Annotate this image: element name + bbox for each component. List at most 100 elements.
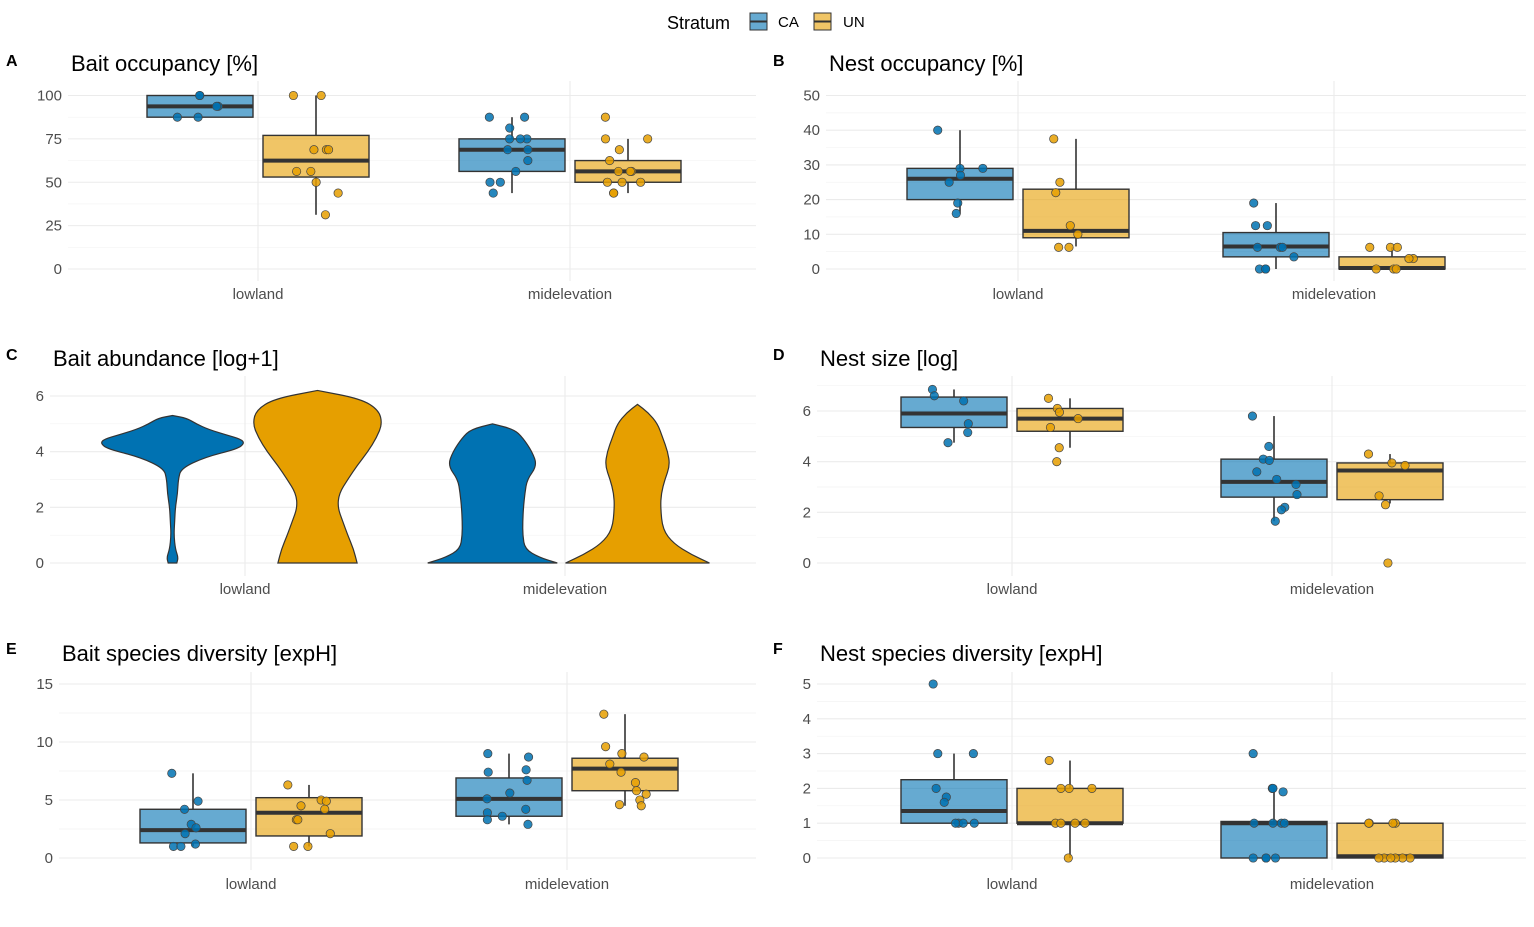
point-un-midelevation	[617, 749, 627, 759]
point-un-lowland	[1065, 221, 1075, 231]
violin-ca-midelevation	[427, 423, 558, 564]
y-tick-label: 25	[45, 218, 62, 235]
box-ca-midelevation	[458, 138, 566, 173]
point-ca-midelevation	[1292, 490, 1302, 500]
point-ca-lowland	[953, 198, 963, 208]
point-un-lowland	[320, 804, 330, 814]
point-un-midelevation	[643, 134, 653, 144]
point-un-lowland	[1056, 818, 1066, 828]
point-ca-midelevation	[495, 177, 505, 187]
point-un-midelevation	[1391, 264, 1401, 274]
x-tick-label: midelevation	[1290, 876, 1374, 893]
point-ca-midelevation	[1264, 455, 1274, 465]
y-tick-label: 10	[36, 734, 53, 751]
point-un-midelevation	[599, 709, 609, 719]
point-un-lowland	[289, 841, 299, 851]
point-ca-midelevation	[497, 811, 507, 821]
panel-title: Nest occupancy [%]	[829, 51, 1023, 76]
point-ca-midelevation	[482, 794, 492, 804]
point-un-lowland	[296, 801, 306, 811]
point-ca-midelevation	[1279, 818, 1290, 828]
point-ca-midelevation	[482, 815, 492, 825]
point-ca-midelevation	[1248, 749, 1258, 759]
violin-ca-lowland	[101, 414, 244, 564]
y-tick-label: 4	[36, 444, 44, 461]
point-ca-midelevation	[1249, 818, 1259, 828]
point-ca-midelevation	[520, 112, 530, 122]
y-tick-label: 6	[36, 388, 44, 405]
point-ca-midelevation	[1289, 252, 1299, 262]
x-tick-label: midelevation	[523, 581, 607, 598]
point-un-midelevation	[1363, 449, 1374, 459]
point-ca-midelevation	[488, 188, 498, 198]
box-un-midelevation	[571, 757, 679, 792]
box-un-lowland	[1016, 787, 1124, 824]
point-un-midelevation	[636, 177, 646, 187]
point-un-midelevation	[1388, 818, 1398, 828]
point-ca-midelevation	[503, 145, 513, 155]
point-ca-lowland	[179, 804, 190, 814]
point-ca-midelevation	[505, 134, 515, 144]
point-un-lowland	[321, 796, 331, 806]
point-un-midelevation	[1371, 264, 1381, 274]
point-un-lowland	[1064, 242, 1074, 252]
point-un-lowland	[1073, 414, 1083, 424]
point-un-midelevation	[630, 778, 641, 788]
y-tick-label: 2	[36, 499, 44, 516]
x-tick-label: midelevation	[528, 286, 612, 303]
point-ca-midelevation	[1249, 198, 1259, 208]
legend-key-un: UN	[813, 12, 865, 31]
point-un-lowland	[1043, 393, 1054, 403]
point-ca-lowland	[928, 679, 938, 689]
point-ca-lowland	[195, 90, 205, 101]
legend-label-un: UN	[843, 14, 865, 31]
box-un-lowland	[255, 796, 363, 837]
x-tick-label: midelevation	[1292, 286, 1376, 303]
point-un-lowland	[1056, 783, 1066, 793]
point-ca-lowland	[951, 208, 961, 219]
y-tick-label: 10	[803, 226, 820, 243]
point-ca-midelevation	[1251, 221, 1261, 231]
point-un-midelevation	[1386, 853, 1396, 863]
point-ca-midelevation	[1270, 853, 1281, 863]
point-ca-midelevation	[1264, 441, 1274, 452]
point-ca-lowland	[193, 112, 203, 122]
point-un-lowland	[292, 166, 302, 176]
point-un-lowland	[1064, 783, 1074, 793]
point-ca-lowland	[193, 796, 203, 806]
y-tick-label: 4	[803, 454, 811, 471]
point-ca-midelevation	[521, 765, 531, 775]
point-un-midelevation	[609, 188, 619, 198]
point-un-lowland	[324, 145, 334, 155]
y-tick-label: 2	[803, 504, 811, 521]
point-ca-midelevation	[483, 749, 493, 759]
x-tick-label: lowland	[987, 581, 1038, 598]
box-un-lowland	[262, 134, 370, 178]
x-tick-label: lowland	[993, 286, 1044, 303]
point-ca-lowland	[167, 768, 177, 778]
point-un-midelevation	[605, 759, 615, 769]
point-ca-midelevation	[1277, 242, 1288, 252]
panel-title: Bait abundance [log+1]	[53, 346, 279, 371]
point-ca-midelevation	[511, 166, 521, 176]
legend-title: Stratum	[667, 13, 730, 33]
panel-tag: E	[6, 641, 17, 658]
x-tick-label: lowland	[233, 286, 284, 303]
point-ca-midelevation	[524, 752, 534, 762]
point-ca-midelevation	[1276, 505, 1286, 515]
point-un-lowland	[325, 829, 335, 839]
y-tick-label: 50	[45, 174, 62, 191]
point-un-midelevation	[1387, 458, 1397, 468]
point-ca-lowland	[955, 170, 966, 180]
point-un-midelevation	[614, 145, 624, 155]
point-un-lowland	[1087, 783, 1097, 793]
point-un-midelevation	[617, 177, 627, 187]
panel-tag: D	[773, 347, 785, 364]
panel-title: Bait occupancy [%]	[71, 51, 258, 76]
y-tick-label: 1	[803, 815, 811, 832]
point-un-lowland	[1051, 188, 1061, 198]
point-ca-lowland	[963, 419, 973, 429]
point-ca-midelevation	[521, 804, 531, 814]
point-ca-midelevation	[484, 112, 494, 122]
